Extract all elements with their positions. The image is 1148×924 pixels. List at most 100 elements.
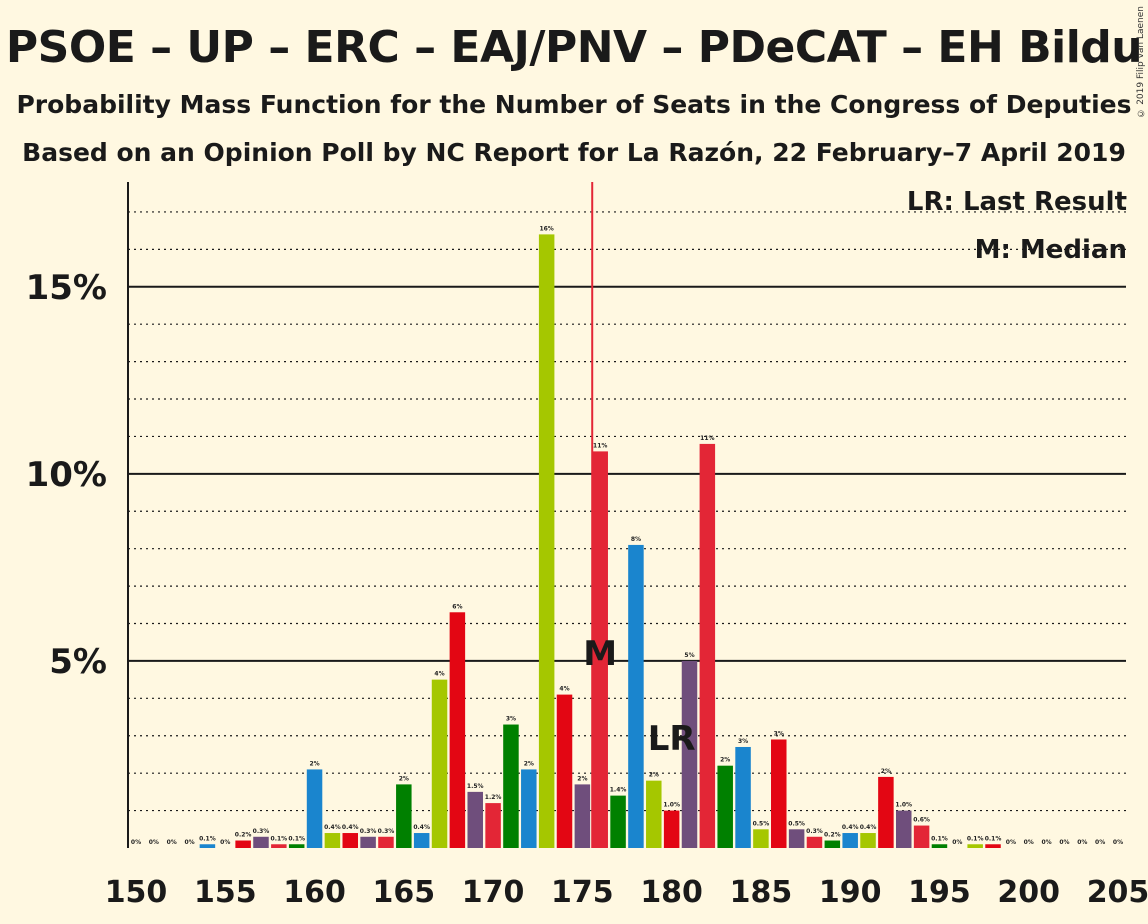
bar-seat-180	[663, 810, 680, 848]
x-tick-label: 160	[283, 875, 346, 910]
x-tick-label: 185	[730, 875, 793, 910]
bar-label-seat-172: 2%	[524, 760, 534, 767]
bar-seat-186	[771, 739, 787, 848]
bar-seat-189	[824, 840, 841, 848]
bar-series	[199, 234, 1001, 848]
bar-label-seat-160: 2%	[309, 760, 319, 767]
bar-label-seat-173: 16%	[539, 225, 553, 232]
bar-seat-157	[253, 836, 269, 848]
bar-seat-161	[324, 833, 341, 848]
bar-label-seat-174: 4%	[559, 686, 569, 693]
x-tick-label: 170	[462, 875, 525, 910]
bar-seat-197	[967, 844, 983, 848]
bar-label-seat-165: 2%	[399, 775, 409, 782]
bar-label-seat-197: 0.1%	[967, 835, 984, 842]
gridlines	[128, 211, 1126, 812]
bar-label-seat-195: 0.1%	[931, 835, 948, 842]
bar-seat-156	[235, 840, 251, 848]
bar-label-seat-176: 11%	[593, 442, 607, 449]
chart-title: PSOE – UP – ERC – EAJ/PNV – PDeCAT – EH …	[5, 22, 1143, 73]
chart-source: Based on an Opinion Poll by NC Report fo…	[22, 138, 1126, 167]
bar-seat-160	[306, 769, 323, 848]
bar-label-seat-198: 0.1%	[985, 835, 1002, 842]
bar-label-seat-201: 0%	[1041, 839, 1051, 846]
bar-label-seat-156: 0.2%	[235, 832, 252, 839]
bar-seat-163	[360, 836, 376, 848]
bar-seat-182	[699, 443, 716, 848]
bar-label-seat-202: 0%	[1059, 839, 1069, 846]
bar-seat-195	[931, 844, 948, 848]
bar-seat-169	[467, 791, 483, 848]
median-marker: M	[583, 634, 617, 674]
bar-label-seat-191: 0.4%	[860, 824, 877, 831]
bar-seat-172	[521, 769, 537, 848]
bar-label-seat-153: 0%	[184, 839, 194, 846]
bar-label-seat-199: 0%	[1006, 839, 1016, 846]
bar-label-seat-196: 0%	[952, 839, 962, 846]
bar-label-seat-185: 0.5%	[753, 820, 770, 827]
x-tick-label: 195	[908, 875, 971, 910]
bar-label-seat-188: 0.3%	[806, 828, 823, 835]
bar-seat-178	[628, 544, 644, 848]
bar-seat-184	[735, 746, 751, 848]
bar-seat-158	[271, 844, 287, 848]
x-tick-label: 150	[105, 875, 168, 910]
bar-label-seat-170: 1.2%	[485, 794, 502, 801]
bar-label-seat-171: 3%	[506, 716, 516, 723]
bar-label-seat-186: 3%	[774, 730, 784, 737]
y-tick-label: 5%	[49, 642, 107, 682]
bar-label-seat-179: 2%	[649, 772, 659, 779]
bar-label-seat-204: 0%	[1095, 839, 1105, 846]
x-tick-label: 165	[373, 875, 436, 910]
bar-label-seat-159: 0.1%	[288, 835, 305, 842]
bar-seat-193	[895, 810, 912, 848]
bar-label-seat-205: 0%	[1113, 839, 1123, 846]
bar-label-seat-190: 0.4%	[842, 824, 859, 831]
bar-label-seat-167: 4%	[434, 671, 444, 678]
bar-seat-171	[503, 724, 519, 848]
bar-seat-187	[788, 829, 805, 848]
bar-value-labels: 0% 0% 0% 0%0.1%0%0.2%0.3%0.1% 0.1%2%0.4% 0.4%…	[131, 225, 1123, 846]
bar-label-seat-168: 6%	[452, 603, 462, 610]
bar-label-seat-164: 0.3%	[378, 828, 395, 835]
bar-label-seat-157: 0.3%	[253, 828, 270, 835]
bar-seat-188	[806, 836, 823, 848]
bar-seat-162	[342, 833, 359, 848]
legend-median: M: Median	[975, 235, 1127, 265]
bar-seat-183	[717, 765, 733, 848]
bar-seat-194	[913, 825, 930, 848]
bar-seat-174	[556, 694, 573, 848]
x-tick-label: 180	[640, 875, 703, 910]
bar-label-seat-151: 0%	[149, 839, 159, 846]
bar-seat-168	[449, 612, 466, 848]
bar-label-seat-187: 0.5%	[788, 820, 805, 827]
bar-label-seat-189: 0.2%	[824, 832, 841, 839]
bar-seat-167	[431, 679, 448, 848]
bar-seat-164	[378, 836, 394, 848]
bar-seat-159	[288, 844, 305, 848]
bar-seat-170	[485, 803, 501, 848]
chart-subtitle: Probability Mass Function for the Number…	[16, 90, 1132, 119]
bar-label-seat-166: 0.4%	[413, 824, 430, 831]
bar-seat-179	[646, 780, 662, 848]
x-axis-ticks: 150 155 160 165 170 175 180 185 190 195 200 205	[105, 875, 1148, 910]
bar-label-seat-194: 0.6%	[913, 817, 930, 824]
bar-label-seat-181: 5%	[684, 652, 694, 659]
bar-seat-191	[860, 833, 876, 848]
bar-label-seat-155: 0%	[220, 839, 230, 846]
bar-seat-190	[842, 833, 858, 848]
x-tick-label: 190	[819, 875, 882, 910]
last-result-marker: LR	[648, 719, 696, 759]
bar-seat-176	[592, 451, 608, 848]
bar-seat-181	[681, 660, 698, 848]
bar-label-seat-154: 0.1%	[199, 835, 216, 842]
bar-label-seat-178: 8%	[631, 536, 641, 543]
bar-seat-175	[574, 784, 591, 848]
y-tick-label: 15%	[26, 268, 107, 308]
bar-seat-177	[610, 795, 626, 848]
bar-seat-192	[878, 776, 894, 848]
bar-seat-185	[753, 829, 769, 848]
x-tick-label: 200	[997, 875, 1060, 910]
bar-seat-154	[199, 844, 216, 848]
